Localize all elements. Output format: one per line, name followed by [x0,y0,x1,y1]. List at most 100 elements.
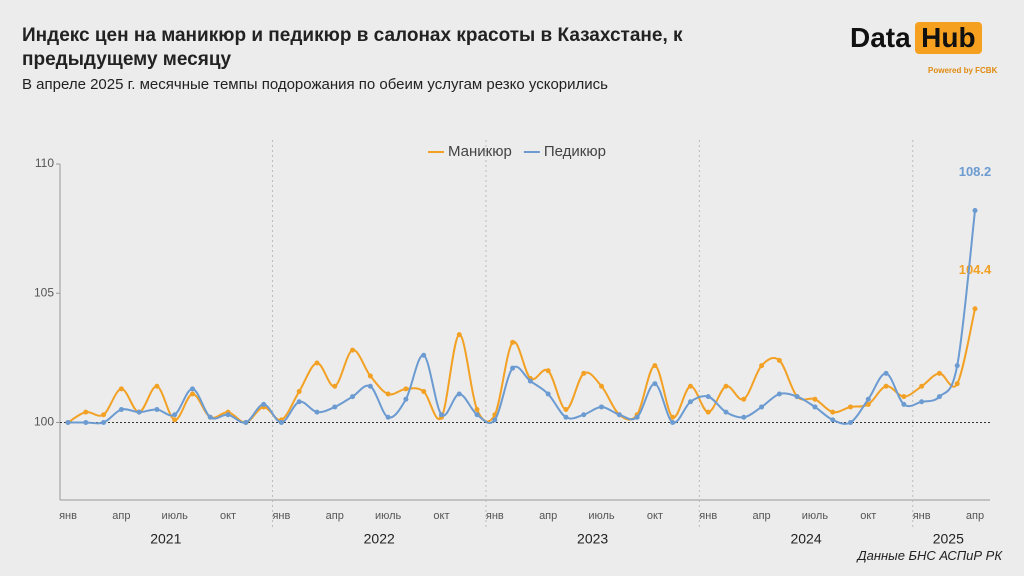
x-tick-label: апр [112,510,130,522]
data-point [314,409,320,415]
data-point [189,386,195,392]
data-point [545,391,551,397]
data-point [776,357,782,363]
y-tick-label: 100 [34,415,54,429]
data-point [919,383,925,389]
series-line [67,308,976,424]
data-point [118,407,124,413]
data-point [278,419,284,425]
data-point [972,306,978,312]
year-label: 2021 [150,531,181,547]
data-point [883,383,889,389]
year-label: 2025 [933,531,964,547]
data-point [670,414,676,420]
data-point [865,401,871,407]
data-point [723,383,729,389]
logo-tagline: Powered by FCBK [928,66,998,75]
data-point [670,419,676,425]
x-tick-label: янв [59,510,77,522]
data-point [101,412,107,418]
data-point [919,399,925,405]
data-point [705,394,711,400]
data-point [438,412,444,418]
x-tick-label: июль [588,510,615,522]
data-point [776,391,782,397]
data-point [243,419,249,425]
data-point [367,383,373,389]
data-point [741,396,747,402]
data-point [634,414,640,420]
data-point [936,370,942,376]
data-point [314,360,320,366]
source: Данные БНС АСПиР РК [857,548,1002,563]
data-point [687,383,693,389]
data-point [154,407,160,413]
x-tick-label: окт [220,510,236,522]
data-point [385,414,391,420]
data-point [599,383,605,389]
data-point [936,394,942,400]
logo-word: Hub [915,22,982,54]
y-tick-label: 105 [34,285,54,299]
data-point [172,417,178,423]
data-point [385,391,391,397]
data-label: 108.2 [959,164,992,179]
data-point [830,417,836,423]
data-point [83,409,89,415]
x-tick-label: июль [802,510,829,522]
data-point [545,368,551,374]
data-point [350,347,356,353]
chart-title: Индекс цен на маникюр и педикюр в салона… [22,25,683,70]
x-tick-label: апр [752,510,770,522]
data-point [581,412,587,418]
data-point [403,396,409,402]
data-point [456,391,462,397]
data-point [456,332,462,338]
x-tick-label: окт [647,510,663,522]
data-point [136,409,142,415]
data-point [296,399,302,405]
data-point [421,388,427,394]
year-label: 2024 [790,531,821,547]
x-tick-label: июль [162,510,189,522]
data-point [563,414,569,420]
data-point [474,407,480,413]
data-point [332,404,338,410]
x-tick-label: апр [966,510,984,522]
data-label: 104.4 [959,262,992,277]
data-point [527,378,533,384]
data-point [83,419,89,425]
x-tick-label: янв [699,510,717,522]
x-tick-label: окт [433,510,449,522]
data-point [848,419,854,425]
data-point [705,409,711,415]
data-point [189,391,195,397]
data-point [812,404,818,410]
data-point [350,394,356,400]
data-point [510,339,516,345]
year-label: 2023 [577,531,608,547]
data-point [65,419,71,425]
data-point [101,419,107,425]
data-point [172,412,178,418]
data-point [421,352,427,358]
data-point [154,383,160,389]
data-point [865,396,871,402]
y-tick-label: 110 [35,156,54,170]
data-point [901,394,907,400]
data-point [972,208,978,214]
x-tick-label: янв [486,510,504,522]
x-tick-label: апр [326,510,344,522]
data-point [563,407,569,413]
year-label: 2022 [364,531,395,547]
data-point [741,414,747,420]
data-point [759,404,765,410]
logo-word: Data [850,22,911,53]
legend-label: Маникюр [448,143,512,160]
data-point [883,370,889,376]
data-point [118,386,124,392]
data-point [332,383,338,389]
data-point [687,399,693,405]
